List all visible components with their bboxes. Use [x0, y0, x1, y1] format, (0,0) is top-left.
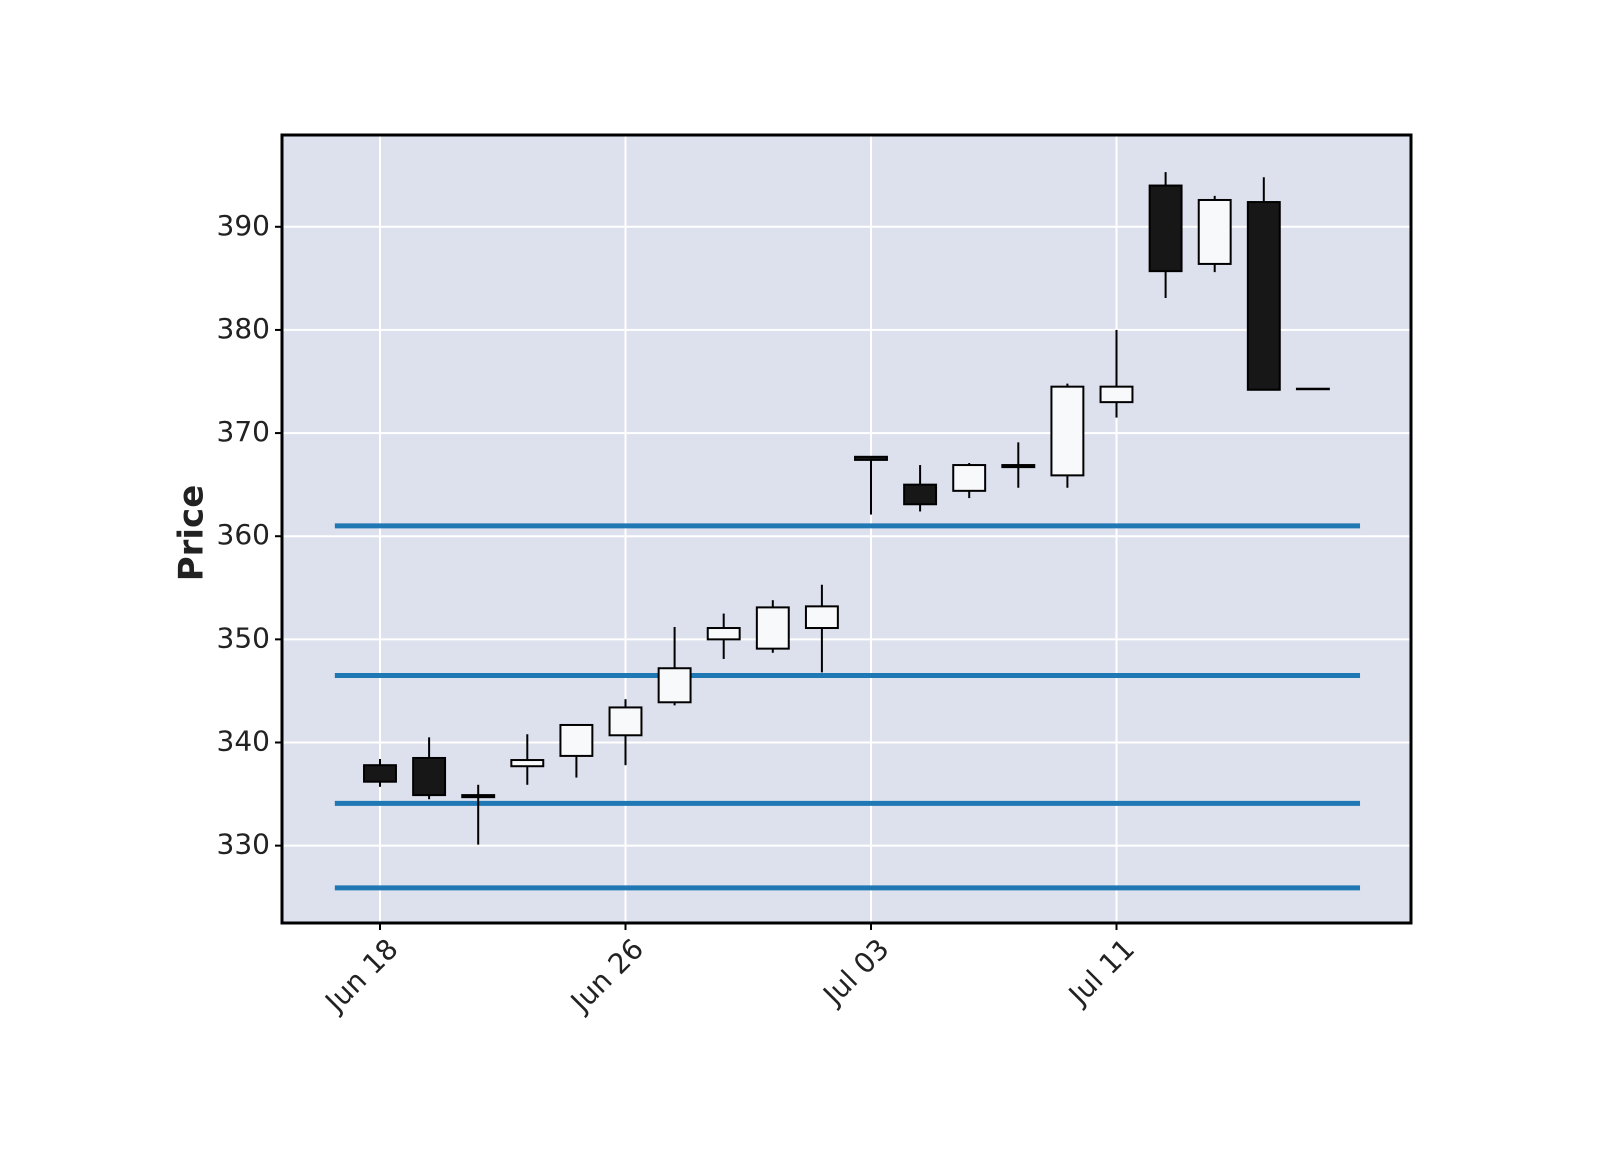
candle-body	[363, 764, 397, 783]
candle-body	[854, 455, 888, 461]
y-tick-label: 350	[217, 621, 270, 654]
candle-body	[1001, 464, 1036, 469]
candle-body	[804, 605, 839, 630]
candle-body	[1197, 198, 1232, 265]
y-axis-label: Price	[172, 485, 212, 582]
plot-area	[282, 135, 1411, 923]
candle-body	[608, 706, 643, 737]
x-tick-label: Jun 26	[563, 932, 650, 1019]
y-tick-label: 390	[217, 209, 270, 242]
x-tick-label: Jun 18	[317, 932, 404, 1019]
candle-body	[510, 759, 545, 768]
y-tick-label: 360	[217, 518, 270, 551]
candle-body	[1099, 385, 1134, 404]
candle-body	[1148, 184, 1183, 273]
candle-body	[461, 794, 496, 799]
candle-body	[559, 723, 594, 757]
candle-body	[755, 606, 790, 650]
candle-body	[1050, 385, 1085, 477]
candle-body	[952, 464, 987, 492]
axes-frame	[280, 133, 1413, 925]
candle-body	[657, 667, 692, 704]
y-tick-label: 330	[217, 828, 270, 861]
y-tick-label: 370	[217, 415, 270, 448]
y-tick-label: 380	[217, 312, 270, 345]
x-tick-label: Jul 11	[1061, 932, 1141, 1012]
x-tick-label: Jul 03	[815, 932, 895, 1012]
y-tick-label: 340	[217, 725, 270, 758]
candle-body	[903, 483, 938, 506]
candle-body	[412, 756, 447, 797]
candle-body	[1295, 387, 1330, 391]
candle-body	[706, 627, 741, 641]
candle-body	[1246, 201, 1281, 391]
